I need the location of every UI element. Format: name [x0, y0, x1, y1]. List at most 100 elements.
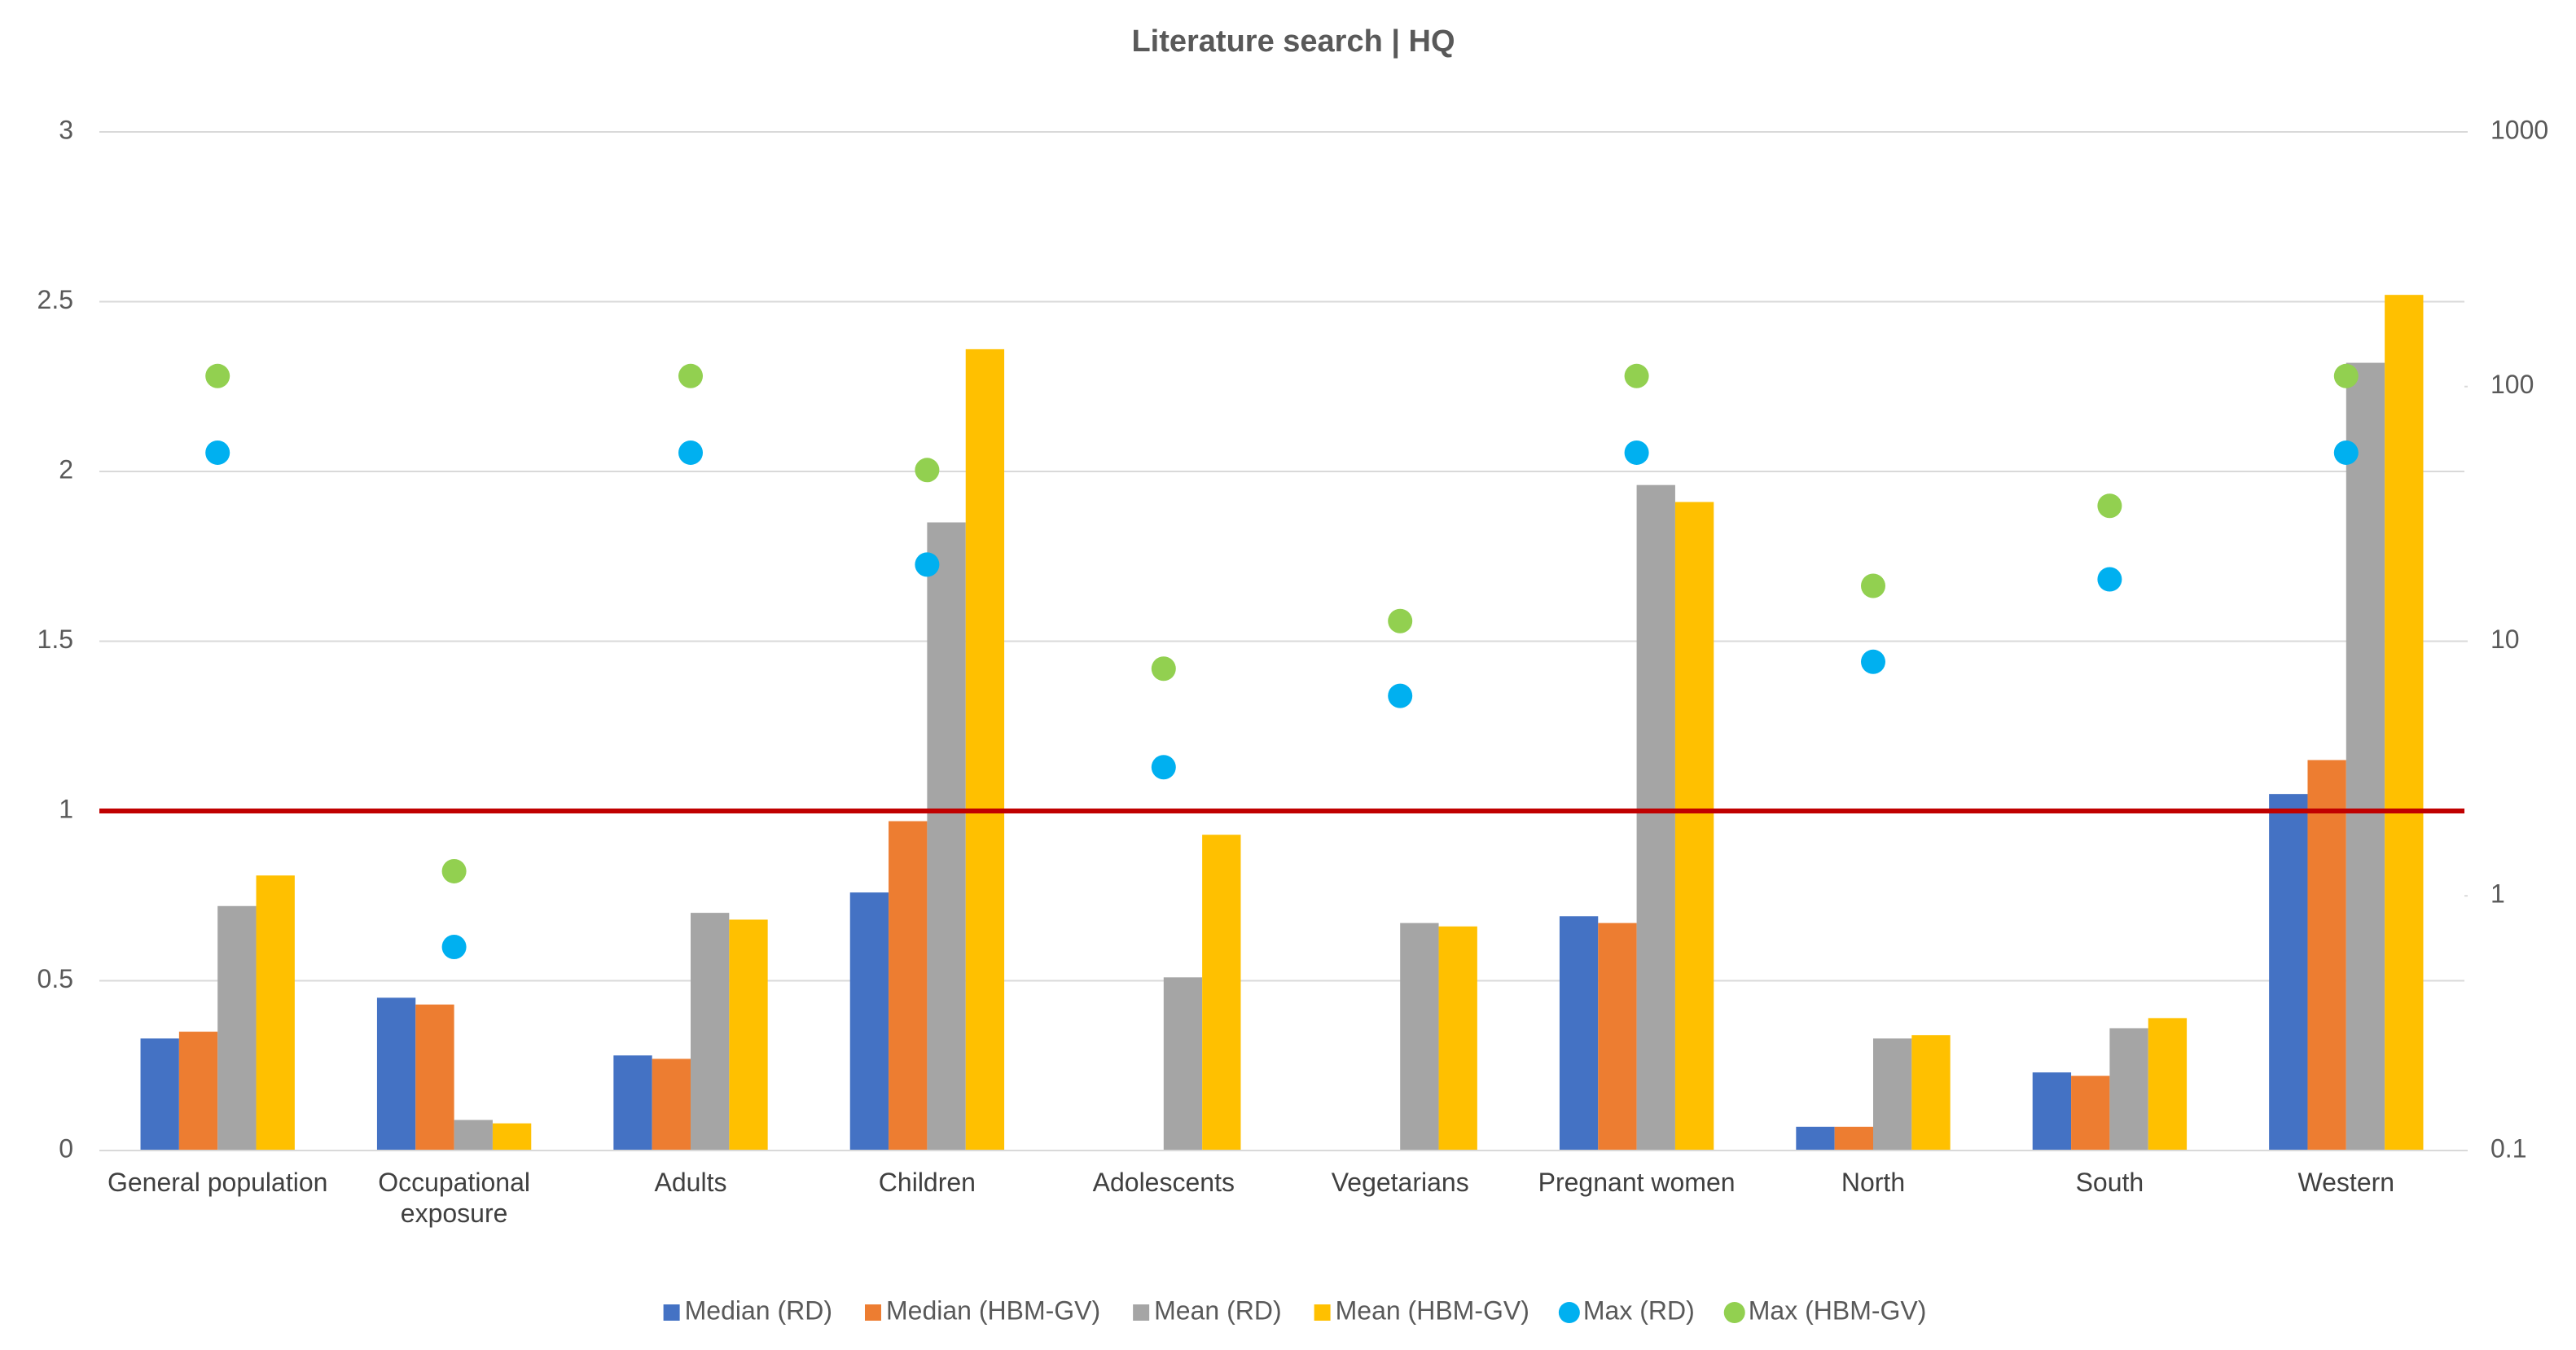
legend-marker: [864, 1304, 881, 1321]
legend-label: Mean (RD): [1154, 1295, 1281, 1325]
legend-label: Median (HBM-GV): [886, 1295, 1100, 1325]
bar: [1796, 1126, 1835, 1151]
y-tick-label: 3: [59, 115, 73, 144]
x-tick-label-box: Adolescents: [1092, 1168, 1235, 1197]
y-tick-label: 2.5: [37, 285, 73, 314]
bar: [2269, 794, 2308, 1151]
x-tick-label: South: [2075, 1168, 2144, 1197]
dot: [205, 363, 230, 388]
dot: [205, 440, 230, 465]
bar: [2109, 1028, 2148, 1151]
bar: [217, 905, 257, 1151]
bar: [2071, 1076, 2110, 1151]
x-tick-label-box: Occupational exposure: [378, 1168, 530, 1228]
bar: [178, 1032, 218, 1151]
bar: [454, 1120, 493, 1151]
legend-marker: [1723, 1302, 1745, 1323]
y-tick-label: 2: [59, 454, 73, 484]
bar: [256, 875, 295, 1151]
bar: [889, 821, 928, 1151]
dot: [1151, 755, 1176, 780]
legend-label: Max (HBM-GV): [1749, 1295, 1927, 1325]
chart-title: Literature search | HQ: [1131, 24, 1455, 59]
dot: [915, 458, 940, 483]
bar: [1400, 923, 1439, 1151]
bar: [691, 913, 730, 1151]
x-tick-label-box: Vegetarians: [1331, 1168, 1469, 1197]
y-tick-label: 0: [59, 1133, 73, 1163]
dot: [1624, 440, 1649, 465]
y-tick-label: 1.5: [37, 625, 73, 654]
x-tick-label: Occupational exposure: [378, 1168, 530, 1228]
dot: [2097, 567, 2122, 592]
x-tick-label-box: Western: [2297, 1168, 2395, 1197]
bar: [1873, 1038, 1912, 1151]
legend-marker: [1558, 1302, 1580, 1323]
bar: [1559, 916, 1599, 1151]
x-tick-label: Adolescents: [1092, 1168, 1235, 1197]
x-tick-label: Pregnant women: [1538, 1168, 1736, 1197]
y2-tick-label: 100: [2490, 370, 2534, 399]
bar: [1438, 926, 1477, 1151]
bar: [652, 1059, 691, 1151]
y2-tick-label: 0.1: [2490, 1133, 2526, 1163]
legend-marker: [1133, 1304, 1150, 1321]
legend-marker: [663, 1304, 680, 1321]
bar: [2385, 295, 2424, 1151]
bar: [613, 1055, 652, 1151]
x-tick-label-box: North: [1841, 1168, 1906, 1197]
bar: [415, 1004, 454, 1151]
bar: [1636, 484, 1675, 1151]
bar: [376, 997, 416, 1151]
bar: [1674, 502, 1714, 1151]
dot: [441, 935, 467, 960]
dot: [678, 363, 703, 388]
dot: [2333, 440, 2359, 465]
dot: [1624, 363, 1649, 388]
bar: [140, 1038, 179, 1151]
bar: [1163, 977, 1203, 1151]
bar: [492, 1123, 532, 1151]
bar: [1834, 1126, 1873, 1151]
legend-label: Mean (HBM-GV): [1336, 1295, 1529, 1325]
x-tick-label: Children: [878, 1168, 976, 1197]
bar: [2346, 362, 2385, 1151]
x-tick-label: General population: [107, 1168, 328, 1197]
bar: [1598, 923, 1637, 1151]
x-tick-label-box: South: [2075, 1168, 2144, 1197]
dot: [2097, 493, 2122, 519]
x-tick-label: North: [1841, 1168, 1906, 1197]
x-tick-label: Western: [2297, 1168, 2395, 1197]
bar: [849, 892, 889, 1151]
bar: [1202, 835, 1241, 1151]
x-tick-label-box: Pregnant women: [1538, 1168, 1736, 1197]
legend: Median (RD) Median (HBM-GV) Mean (RD) Mean …: [663, 1295, 1927, 1325]
dot: [678, 440, 703, 465]
x-tick-label: Vegetarians: [1331, 1168, 1469, 1197]
x-tick-label-box: Children: [878, 1168, 976, 1197]
dot: [915, 552, 940, 577]
y-tick-label: 0.5: [37, 964, 73, 993]
y2-tick-label: 10: [2490, 625, 2520, 654]
y2-tick-label: 1000: [2490, 115, 2548, 144]
legend-label: Max (RD): [1583, 1295, 1695, 1325]
dot: [1861, 573, 1885, 598]
y-tick-label: 1: [59, 794, 73, 823]
legend-label: Median (RD): [685, 1295, 832, 1325]
dot: [1388, 608, 1413, 633]
x-tick-label-box: Adults: [654, 1168, 727, 1197]
x-tick-label-box: General population: [107, 1168, 328, 1197]
legend-marker: [1314, 1304, 1331, 1321]
bar: [2032, 1072, 2072, 1151]
bar: [729, 919, 768, 1151]
dot: [2333, 363, 2359, 388]
y2-tick-label: 1: [2490, 879, 2505, 909]
bar: [965, 348, 1005, 1151]
bar: [2148, 1018, 2188, 1151]
dot: [441, 858, 467, 883]
dot: [1861, 649, 1885, 674]
bar: [2307, 760, 2346, 1151]
x-tick-label: Adults: [654, 1168, 727, 1197]
